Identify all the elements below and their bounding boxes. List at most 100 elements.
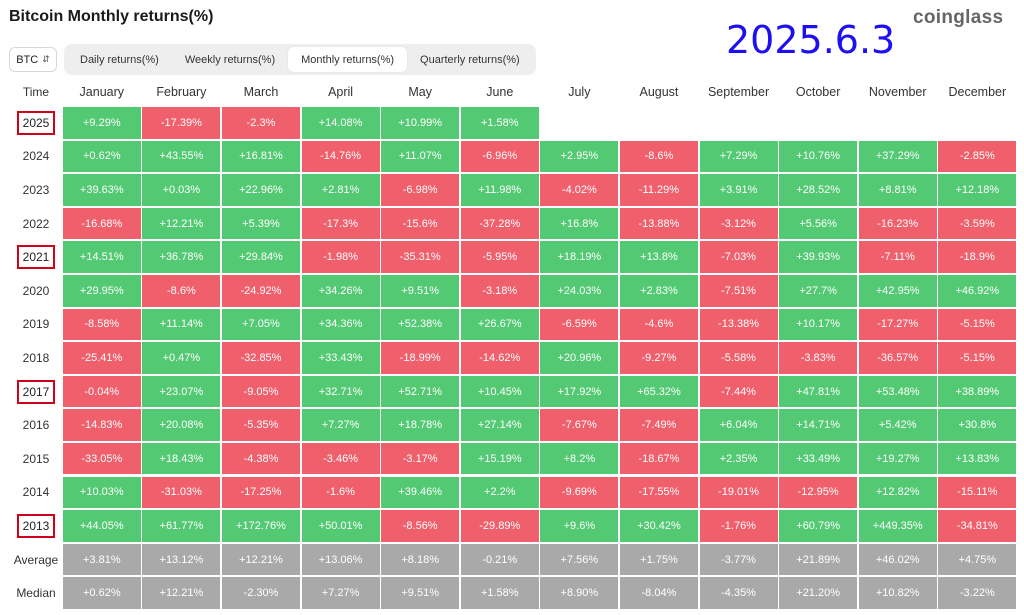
return-cell: +44.05%	[62, 510, 141, 542]
return-cell: -35.31%	[381, 241, 460, 273]
year-label: 2016	[22, 418, 50, 433]
return-cell: +46.02%	[858, 543, 937, 576]
return-cell: +20.08%	[142, 409, 221, 441]
return-cell: -1.76%	[699, 510, 778, 542]
table-row: 2016 -14.83% +20.08% -5.35% +7.27% +18.78% +27…	[10, 408, 1017, 442]
return-cell: -17.3%	[301, 207, 380, 240]
tab-quarterly-returns[interactable]: Quarterly returns(%)	[420, 53, 520, 66]
tab-monthly-returns[interactable]: Monthly returns(%)	[288, 47, 408, 72]
return-cell: +18.78%	[381, 409, 460, 441]
return-cell: +33.43%	[301, 342, 380, 374]
return-cell: +7.29%	[699, 140, 778, 173]
return-cell: -5.35%	[221, 409, 300, 441]
summary-label: Average	[13, 552, 59, 567]
table-row: 2022 -16.68% +12.21% +5.39% -17.3% -15.6% -37.…	[10, 207, 1017, 241]
time-header: Time	[22, 85, 50, 99]
return-cell: +2.83%	[619, 275, 698, 307]
empty-cell	[540, 107, 618, 139]
table-row: 2013 +44.05% +61.77% +172.76% +50.01% -8.56% -…	[10, 509, 1017, 543]
return-cell: +449.35%	[858, 510, 937, 542]
return-cell: -13.38%	[699, 308, 778, 341]
return-cell: +7.27%	[301, 577, 380, 609]
return-cell: -11.29%	[619, 174, 698, 206]
return-cell: -32.85%	[221, 342, 300, 374]
return-cell: +12.21%	[142, 577, 221, 609]
return-cell: +65.32%	[619, 375, 698, 408]
return-cell: +12.21%	[142, 207, 221, 240]
return-cell: +37.29%	[858, 140, 937, 173]
year-label: 2018	[22, 350, 50, 365]
return-cell: +11.14%	[142, 308, 221, 341]
return-cell: +16.81%	[221, 140, 300, 173]
tab-daily-returns[interactable]: Daily returns(%)	[80, 53, 159, 66]
return-cell: -8.58%	[62, 308, 141, 341]
return-cell: +3.81%	[62, 543, 141, 576]
table-header-row: Time January February March April May June July…	[10, 78, 1017, 106]
month-header: May	[408, 85, 432, 99]
return-cell: +12.18%	[938, 174, 1017, 206]
return-cell: -3.22%	[938, 577, 1017, 609]
return-cell: -33.05%	[62, 442, 141, 475]
year-label: 2019	[22, 317, 50, 332]
return-cell: +7.56%	[540, 543, 619, 576]
summary-row: Average +3.81% +13.12% +12.21% +13.06% +8.18%…	[10, 543, 1017, 577]
return-cell: +6.04%	[699, 409, 778, 441]
table-row: 2015 -33.05% +18.43% -4.38% -3.46% -3.17% +15.…	[10, 442, 1017, 476]
return-cell: +10.99%	[381, 107, 460, 139]
month-header: September	[707, 85, 770, 99]
return-cell: +3.91%	[699, 174, 778, 206]
return-cell: +47.81%	[779, 375, 858, 408]
return-cell: -4.6%	[619, 308, 698, 341]
return-cell: +21.89%	[779, 543, 858, 576]
year-label: 2020	[22, 283, 50, 298]
return-cell: +15.19%	[460, 442, 539, 475]
return-cell: +11.98%	[460, 174, 539, 206]
year-label: 2014	[22, 485, 50, 500]
return-cell: -8.04%	[619, 577, 698, 609]
return-cell: +1.58%	[460, 577, 539, 609]
tab-weekly-returns[interactable]: Weekly returns(%)	[184, 53, 276, 66]
month-header: October	[795, 85, 841, 99]
return-cell: +9.6%	[540, 510, 619, 542]
return-cell: +1.58%	[460, 107, 539, 139]
month-header: April	[328, 85, 354, 99]
return-cell: +13.06%	[301, 543, 380, 576]
date-stamp: 2025.6.3	[726, 18, 896, 62]
return-cell: -3.12%	[699, 207, 778, 240]
return-cell: +52.38%	[381, 308, 460, 341]
return-cell: +16.8%	[540, 207, 619, 240]
return-cell: -31.03%	[142, 476, 221, 509]
year-label: 2022	[22, 216, 50, 231]
return-cell: -3.17%	[381, 442, 460, 475]
year-label: 2013	[10, 509, 62, 543]
month-header: June	[486, 85, 514, 99]
table-row: 2014 +10.03% -31.03% -17.25% -1.6% +39.46% +2.…	[10, 476, 1017, 510]
return-cell: +34.36%	[301, 308, 380, 341]
return-cell: +14.51%	[62, 241, 141, 273]
return-cell: +8.90%	[540, 577, 619, 609]
return-cell: +0.47%	[142, 342, 221, 374]
return-cell: -5.15%	[938, 342, 1017, 374]
returns-table: Time January February March April May June July…	[10, 78, 1017, 610]
return-cell: -7.49%	[619, 409, 698, 441]
returns-tabs: Daily returns(%) Weekly returns(%) Monthly…	[64, 44, 536, 75]
return-cell: +61.77%	[142, 510, 221, 542]
year-label: 2025	[10, 106, 62, 140]
coin-select[interactable]: BTC ⇵	[9, 47, 57, 72]
return-cell: +52.71%	[381, 375, 460, 408]
return-cell: -14.83%	[62, 409, 141, 441]
return-cell: -13.88%	[619, 207, 698, 240]
return-cell: +38.89%	[938, 375, 1017, 408]
year-label: 2023	[22, 182, 50, 197]
return-cell: +7.27%	[301, 409, 380, 441]
page-title: Bitcoin Monthly returns(%)	[9, 8, 214, 25]
return-cell: -7.51%	[699, 275, 778, 307]
return-cell: -16.68%	[62, 207, 141, 240]
return-cell: -29.89%	[460, 510, 539, 542]
table-row: 2018 -25.41% +0.47% -32.85% +33.43% -18.99% -1…	[10, 341, 1017, 375]
return-cell: +5.39%	[221, 207, 300, 240]
return-cell: +30.8%	[938, 409, 1017, 441]
return-cell: +14.71%	[779, 409, 858, 441]
empty-cell	[859, 107, 937, 139]
highlighted-year-label: 2021	[16, 245, 56, 270]
